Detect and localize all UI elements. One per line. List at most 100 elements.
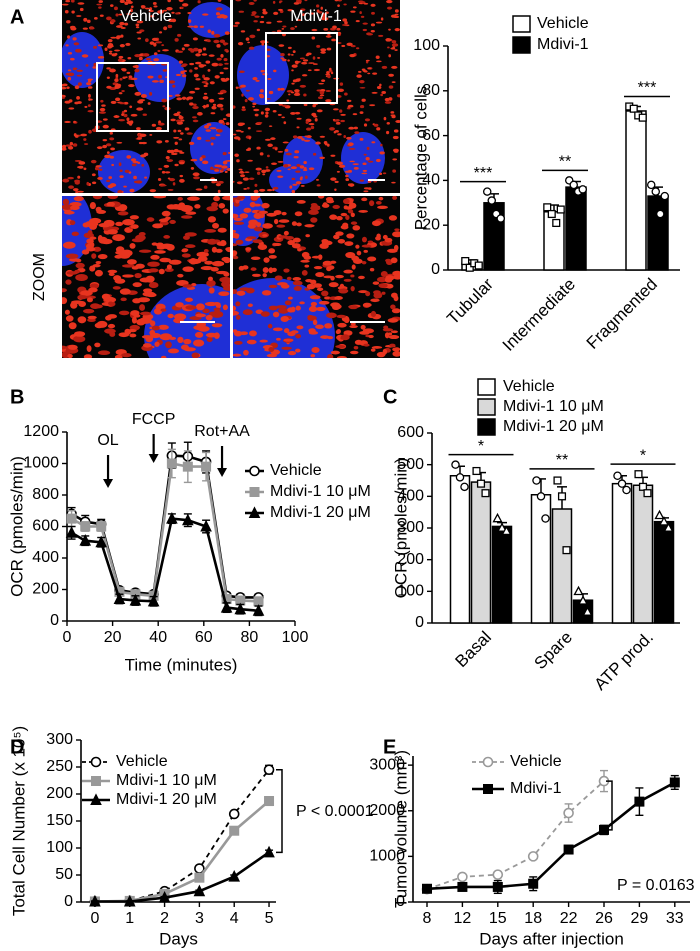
- mitochondrion: [97, 44, 104, 47]
- mitochondrion: [274, 275, 283, 281]
- mitochondrion: [105, 143, 112, 147]
- marker: [264, 796, 275, 807]
- mitochondrion: [287, 350, 297, 356]
- mitochondrion: [62, 3, 69, 6]
- mitochondrion: [168, 348, 180, 354]
- mitochondrion: [326, 143, 330, 147]
- mitochondrion: [272, 311, 280, 318]
- mitochondrion: [393, 129, 399, 133]
- mitochondrion: [144, 7, 150, 10]
- significance-label: *: [478, 438, 484, 455]
- mitochondrion: [359, 11, 362, 15]
- mitochondrion: [373, 123, 379, 127]
- mitochondrion: [296, 126, 300, 129]
- mitochondrion: [104, 154, 111, 159]
- mitochondrion: [222, 118, 227, 120]
- mitochondrion: [319, 156, 326, 160]
- mitochondrion: [70, 57, 75, 61]
- mitochondrion: [76, 74, 83, 77]
- mitochondrion: [69, 201, 82, 207]
- mitochondrion: [361, 98, 366, 102]
- mitochondrion: [350, 221, 358, 225]
- marker: [527, 851, 539, 862]
- mitochondrion: [290, 91, 295, 94]
- data-point: [547, 209, 556, 219]
- mitochondrion: [206, 279, 216, 287]
- mitochondrion: [359, 104, 365, 109]
- mitochondrion: [121, 68, 126, 71]
- mitochondrion: [109, 331, 116, 337]
- mitochondrion: [372, 281, 380, 285]
- mitochondrion: [202, 95, 209, 100]
- mitochondrion: [238, 265, 245, 271]
- mitochondrion: [202, 308, 210, 314]
- mitochondrion: [220, 168, 225, 171]
- x-tick-label: Tubular: [443, 274, 497, 328]
- mitochondrion: [137, 297, 151, 303]
- mitochondrion: [284, 300, 292, 306]
- marker: [79, 534, 92, 546]
- x-axis-label: Days: [159, 929, 198, 948]
- mitochondrion: [294, 60, 301, 63]
- mitochondrion: [66, 20, 71, 24]
- mitochondrion: [284, 148, 289, 152]
- mitochondrion: [205, 129, 212, 132]
- series-line: [94, 769, 270, 903]
- mitochondrion: [126, 155, 132, 159]
- mitochondrion: [287, 240, 295, 246]
- mitochondrion: [89, 265, 96, 272]
- mitochondrion: [76, 69, 83, 72]
- mitochondrion: [115, 73, 119, 78]
- mitochondrion: [111, 53, 117, 57]
- mitochondrion: [344, 241, 354, 246]
- mitochondrion: [391, 181, 396, 184]
- mitochondrion: [311, 347, 320, 354]
- mitochondrion: [182, 266, 194, 272]
- mitochondrion: [140, 154, 147, 158]
- mitochondrion: [217, 0, 222, 2]
- mitochondrion: [126, 13, 132, 15]
- data-point: [553, 476, 562, 485]
- mitochondrion: [252, 105, 256, 108]
- y-tick-label: 80: [422, 82, 440, 99]
- mitochondrion: [211, 323, 223, 328]
- mitochondrion: [215, 134, 221, 137]
- mitochondrion: [254, 113, 259, 117]
- mitochondrion: [332, 118, 336, 121]
- x-tick-label: 20: [104, 629, 122, 646]
- mitochondrion: [114, 78, 119, 83]
- y-tick-label: 200: [397, 551, 424, 568]
- mitochondrion: [191, 352, 200, 358]
- mitochondrion: [183, 338, 192, 345]
- mitochondrion: [139, 277, 153, 283]
- mitochondrion: [96, 209, 107, 214]
- mitochondrion: [248, 1, 255, 5]
- mitochondrion: [278, 219, 290, 223]
- micrograph: [233, 0, 400, 193]
- mitochondrion: [240, 30, 246, 33]
- y-tick-label: 50: [55, 866, 73, 883]
- mitochondrion: [233, 221, 245, 226]
- mitochondrion: [149, 91, 153, 96]
- marker: [228, 870, 241, 882]
- mitochondrion: [350, 212, 355, 218]
- mitochondrion: [85, 64, 89, 67]
- data-point: [643, 489, 652, 498]
- mitochondrion: [123, 185, 127, 188]
- mitochondrion: [211, 62, 219, 67]
- mitochondrion: [89, 236, 97, 240]
- mitochondrion: [354, 339, 363, 345]
- mitochondrion: [78, 161, 86, 165]
- mitochondrion: [253, 20, 258, 23]
- mitochondrion: [248, 46, 255, 50]
- mitochondrion: [362, 328, 368, 335]
- mitochondrion: [118, 118, 126, 122]
- mitochondrion: [336, 161, 343, 166]
- mitochondrion: [264, 114, 269, 118]
- mitochondrion: [233, 243, 238, 247]
- mitochondrion: [261, 42, 265, 46]
- mitochondrion: [132, 65, 139, 69]
- mitochondrion: [149, 133, 153, 136]
- mitochondrion: [260, 111, 264, 115]
- mitochondrion: [100, 99, 104, 103]
